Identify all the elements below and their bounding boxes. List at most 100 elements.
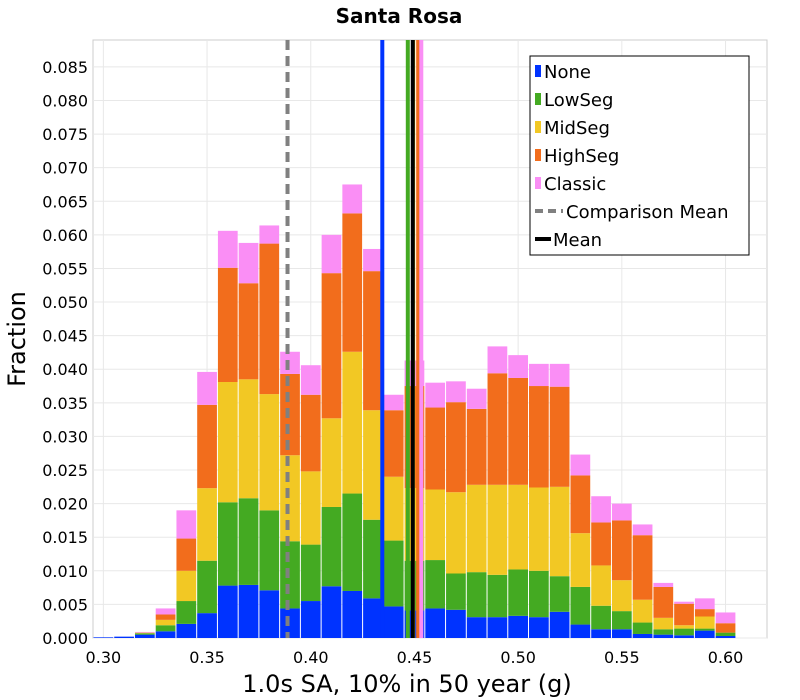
bar-lowseg — [508, 569, 529, 616]
mean-lines — [285, 40, 424, 638]
bar-midseg — [176, 570, 197, 602]
bar-none — [93, 637, 114, 638]
x-tick-label: 0.30 — [86, 648, 122, 667]
bar-highseg — [466, 408, 487, 485]
bar-none — [632, 633, 653, 638]
bar-highseg — [653, 586, 674, 618]
y-tick-label: 0.035 — [42, 394, 88, 413]
bar-classic — [363, 248, 383, 272]
bar-midseg — [570, 533, 591, 587]
bar-classic — [197, 371, 217, 405]
legend-swatch-none — [535, 65, 541, 77]
bar-none — [197, 613, 217, 638]
bar-midseg — [611, 580, 632, 612]
bar-highseg — [529, 386, 549, 488]
y-tick-label: 0.085 — [42, 58, 88, 77]
bar-lowseg — [653, 629, 674, 635]
bar-none — [570, 624, 591, 638]
bar-classic — [487, 346, 508, 374]
bar-none — [694, 630, 715, 638]
y-tick-label: 0.080 — [42, 91, 88, 110]
bar-classic — [300, 365, 321, 395]
bar-classic — [611, 503, 632, 521]
y-tick-label: 0.060 — [42, 226, 88, 245]
bar-highseg — [155, 614, 176, 620]
bar-lowseg — [611, 611, 632, 630]
y-tick-label: 0.020 — [42, 495, 88, 514]
bar-classic — [508, 355, 529, 378]
bar-none — [134, 634, 155, 638]
bar-lowseg — [259, 510, 280, 591]
bar-classic — [280, 351, 300, 374]
y-tick-label: 0.050 — [42, 293, 88, 312]
bar-lowseg — [155, 625, 176, 632]
bar-highseg — [342, 213, 363, 352]
bar-midseg — [653, 617, 674, 630]
legend-label-comparison-mean: Comparison Mean — [566, 202, 729, 223]
bar-none — [425, 608, 446, 638]
x-axis-title: 1.0s SA, 10% in 50 year (g) — [242, 670, 571, 698]
bar-none — [259, 590, 280, 638]
bar-highseg — [259, 243, 280, 395]
bar-lowseg — [342, 493, 363, 591]
bar-none — [715, 635, 736, 638]
bar-highseg — [508, 377, 529, 485]
bar-highseg — [321, 273, 342, 419]
bar-lowseg — [425, 560, 446, 609]
legend-swatch-highseg — [535, 149, 541, 161]
bar-highseg — [217, 267, 238, 383]
bar-none — [591, 629, 611, 638]
y-axis-title: Fraction — [3, 291, 31, 387]
y-tick-label: 0.025 — [42, 461, 88, 480]
bar-midseg — [549, 486, 570, 577]
bar-classic — [715, 612, 736, 624]
legend: None LowSeg MidSeg HighSeg Classic Comparison… — [529, 55, 750, 256]
bar-classic — [694, 598, 715, 610]
bar-lowseg — [570, 586, 591, 625]
bar-lowseg — [694, 628, 715, 631]
x-tick-label: 0.45 — [397, 648, 433, 667]
bar-classic — [176, 510, 197, 539]
bar-none — [446, 609, 466, 638]
bar-lowseg — [591, 605, 611, 630]
bar-midseg — [674, 625, 694, 629]
legend-label-midseg: MidSeg — [544, 118, 610, 139]
bar-classic — [591, 496, 611, 523]
bar-classic — [155, 608, 176, 615]
bar-classic — [549, 363, 570, 387]
legend-label-highseg: HighSeg — [544, 146, 619, 167]
bar-highseg — [715, 623, 736, 633]
bar-none — [611, 629, 632, 638]
bar-midseg — [529, 487, 549, 571]
bar-classic — [653, 582, 674, 587]
y-tick-label: 0.040 — [42, 360, 88, 379]
bar-highseg — [487, 373, 508, 485]
bar-classic — [321, 234, 342, 274]
bar-highseg — [425, 407, 446, 490]
bar-lowseg — [466, 572, 487, 618]
bar-none — [155, 631, 176, 638]
bar-none — [217, 585, 238, 638]
bar-none — [280, 608, 300, 638]
bar-lowseg — [363, 519, 383, 599]
bar-highseg — [197, 404, 217, 489]
bar-highseg — [632, 535, 653, 600]
bar-highseg — [238, 283, 259, 380]
bar-none — [114, 636, 134, 638]
bar-classic — [259, 225, 280, 244]
bar-classic — [342, 184, 363, 214]
bar-lowseg — [300, 544, 321, 602]
bar-highseg — [363, 271, 383, 411]
bar-midseg — [425, 489, 446, 561]
bar-lowseg — [383, 540, 404, 607]
y-tick-label: 0.055 — [42, 259, 88, 278]
legend-box — [529, 55, 750, 256]
bar-lowseg — [134, 633, 155, 635]
bar-none — [383, 606, 404, 638]
y-tick-label: 0.005 — [42, 595, 88, 614]
bar-highseg — [383, 410, 404, 477]
bar-highseg — [694, 609, 715, 617]
bar-none — [487, 617, 508, 638]
bar-classic — [383, 394, 404, 411]
bar-highseg — [591, 522, 611, 566]
